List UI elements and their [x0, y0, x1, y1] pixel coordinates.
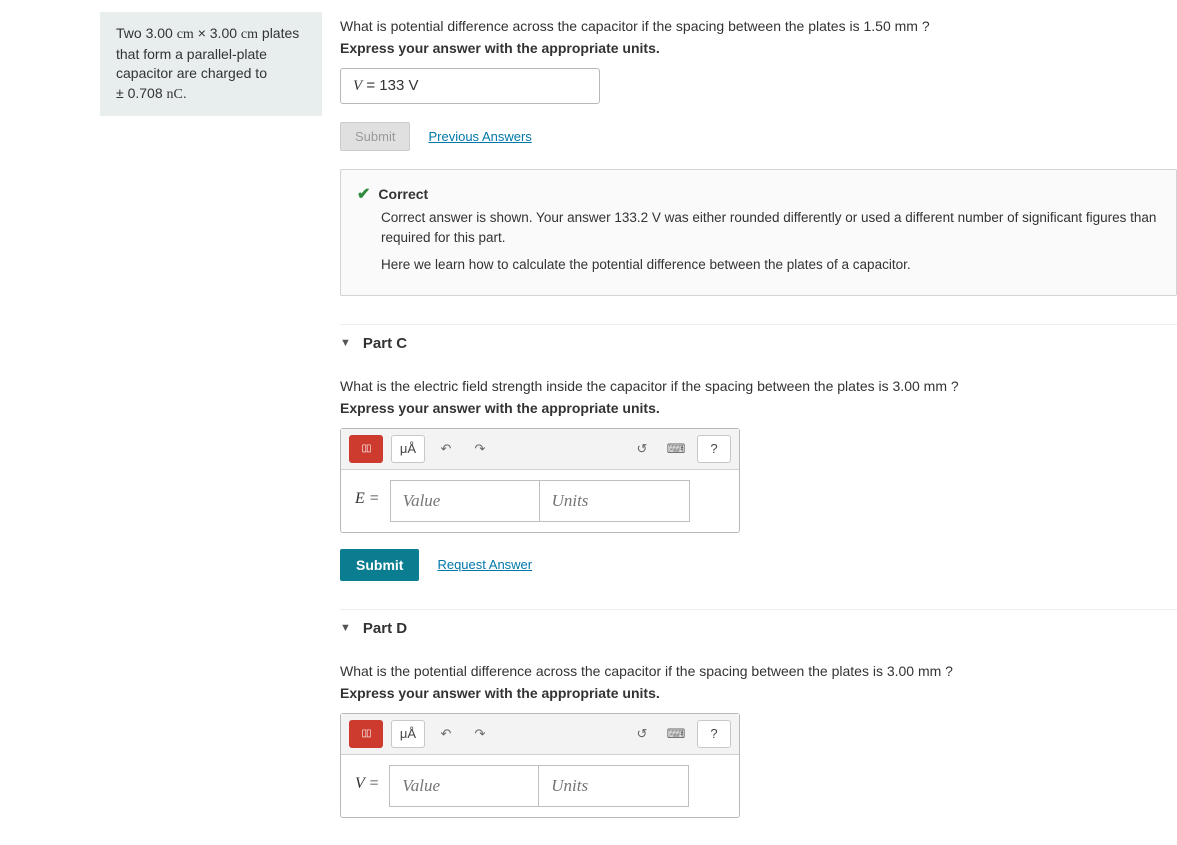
redo-icon[interactable]: ↷ [467, 720, 493, 748]
part-d-question: What is the potential difference across … [340, 663, 1177, 679]
input-toolbar: ▯▯ μÅ ↶ ↷ ↺ ⌨ ? [341, 429, 739, 470]
answer-eq: = [362, 77, 379, 94]
caret-down-icon: ▼ [340, 622, 351, 634]
part-d-section: What is the potential difference across … [340, 663, 1177, 818]
problem-text: × 3.00 [194, 25, 241, 41]
part-d-instruction: Express your answer with the appropriate… [340, 685, 1177, 701]
previous-answers-link[interactable]: Previous Answers [428, 129, 531, 144]
keyboard-icon[interactable]: ⌨ [663, 435, 689, 463]
feedback-text-1: Correct answer is shown. Your answer 133… [381, 208, 1160, 249]
help-button[interactable]: ? [697, 435, 731, 463]
part-b-instruction: Express your answer with the appropriate… [340, 40, 1177, 56]
part-d-units-input[interactable] [539, 765, 689, 807]
part-d-value-input[interactable] [389, 765, 539, 807]
reset-icon[interactable]: ↺ [629, 720, 655, 748]
undo-icon[interactable]: ↶ [433, 720, 459, 748]
feedback-box: ✔ Correct Correct answer is shown. Your … [340, 169, 1177, 296]
part-b-answer-display: V = 133 V [340, 68, 600, 104]
answer-value: 133 V [379, 77, 418, 94]
part-c-variable: E = [351, 480, 390, 522]
part-c-input-box: ▯▯ μÅ ↶ ↷ ↺ ⌨ ? E = [340, 428, 740, 533]
part-d-input-box: ▯▯ μÅ ↶ ↷ ↺ ⌨ ? V = [340, 713, 740, 818]
request-answer-link[interactable]: Request Answer [437, 557, 532, 572]
submit-button[interactable]: Submit [340, 549, 419, 581]
correct-label: Correct [378, 186, 428, 202]
problem-unit: cm [241, 27, 258, 42]
templates-icon[interactable]: ▯▯ [349, 720, 383, 748]
part-b-question: What is potential difference across the … [340, 18, 1177, 34]
problem-unit: cm [177, 27, 194, 42]
part-c-section: What is the electric field strength insi… [340, 378, 1177, 581]
part-b-section: What is potential difference across the … [340, 18, 1177, 296]
part-c-instruction: Express your answer with the appropriate… [340, 400, 1177, 416]
part-c-question: What is the electric field strength insi… [340, 378, 1177, 394]
part-c-header[interactable]: ▼ Part C [340, 324, 1177, 362]
problem-text: Two 3.00 [116, 25, 177, 41]
check-icon: ✔ [357, 184, 370, 204]
problem-unit: nC [167, 87, 183, 102]
templates-icon[interactable]: ▯▯ [349, 435, 383, 463]
problem-text: ± 0.708 [116, 85, 167, 101]
answer-variable: V [353, 78, 362, 94]
submit-button-disabled: Submit [340, 122, 410, 151]
undo-icon[interactable]: ↶ [433, 435, 459, 463]
part-d-title: Part D [363, 620, 407, 637]
part-d-variable: V = [351, 765, 389, 807]
special-chars-button[interactable]: μÅ [391, 435, 425, 463]
keyboard-icon[interactable]: ⌨ [663, 720, 689, 748]
problem-statement: Two 3.00 cm × 3.00 cm plates that form a… [100, 12, 322, 116]
feedback-text-2: Here we learn how to calculate the poten… [381, 255, 1160, 275]
special-chars-button[interactable]: μÅ [391, 720, 425, 748]
redo-icon[interactable]: ↷ [467, 435, 493, 463]
part-c-title: Part C [363, 335, 407, 352]
help-button[interactable]: ? [697, 720, 731, 748]
reset-icon[interactable]: ↺ [629, 435, 655, 463]
input-toolbar: ▯▯ μÅ ↶ ↷ ↺ ⌨ ? [341, 714, 739, 755]
part-d-header[interactable]: ▼ Part D [340, 609, 1177, 647]
part-c-units-input[interactable] [540, 480, 690, 522]
problem-text: . [183, 85, 187, 101]
part-c-value-input[interactable] [390, 480, 540, 522]
caret-down-icon: ▼ [340, 337, 351, 349]
